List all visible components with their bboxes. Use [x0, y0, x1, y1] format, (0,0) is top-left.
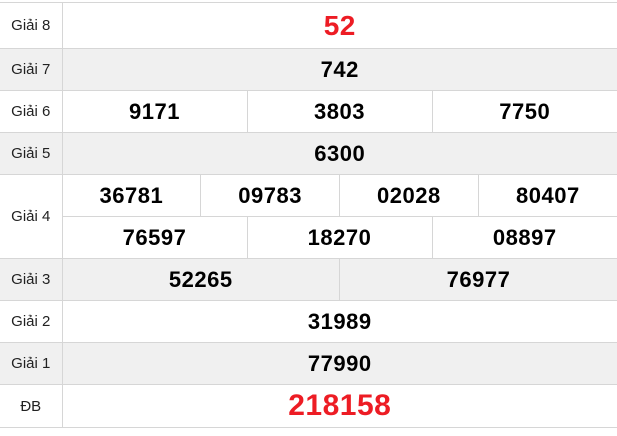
prize-value: 218158: [61, 384, 617, 428]
prize-row-giai-7: Giải 7 742: [0, 48, 617, 91]
prize-value: 09783: [200, 174, 340, 217]
prize-label: Giải 1: [0, 342, 63, 385]
prize-row-db: ĐB 218158: [0, 384, 617, 428]
prize-label: ĐB: [0, 384, 63, 428]
prize-value: 742: [61, 48, 617, 91]
prize-row-giai-1: Giải 1 77990: [0, 342, 617, 385]
prize-row-giai-8: Giải 8 52: [0, 2, 617, 49]
prize-value: 52: [61, 2, 617, 49]
prize-value: 76977: [339, 258, 617, 301]
prize-row-giai-2: Giải 2 31989: [0, 300, 617, 343]
prize-label: Giải 8: [0, 2, 63, 49]
prize-value: 3803: [246, 90, 433, 133]
prize-label: Giải 4: [0, 174, 63, 259]
prize-value: 08897: [431, 216, 617, 259]
prize-value: 36781: [61, 174, 202, 217]
prize-value: 80407: [477, 174, 617, 217]
prize-value: 76597: [61, 216, 248, 259]
prize-label: Giải 5: [0, 132, 63, 175]
prize-value: 31989: [61, 300, 617, 343]
prize-row-giai-5: Giải 5 6300: [0, 132, 617, 175]
prize-row-giai-4: Giải 4 36781 09783 02028 80407: [0, 174, 617, 259]
prize-label: Giải 2: [0, 300, 63, 343]
lottery-results-table: Giải 8 52 Giải 7 742 Giải 6 9171 3803 77…: [0, 2, 617, 428]
prize-value: 52265: [61, 258, 340, 301]
prize-value: 02028: [339, 174, 479, 217]
prize-row-giai-6: Giải 6 9171 3803 7750: [0, 90, 617, 133]
prize-label: Giải 7: [0, 48, 63, 91]
prize-value: 7750: [431, 90, 617, 133]
prize-row-giai-4b: 76597 18270 08897: [0, 216, 617, 259]
prize-row-giai-3: Giải 3 52265 76977: [0, 258, 617, 301]
prize-label: Giải 3: [0, 258, 63, 301]
prize-value: 6300: [61, 132, 617, 175]
prize-value: 18270: [246, 216, 433, 259]
prize-value: 9171: [61, 90, 248, 133]
prize-label: Giải 6: [0, 90, 63, 133]
prize-value: 77990: [61, 342, 617, 385]
